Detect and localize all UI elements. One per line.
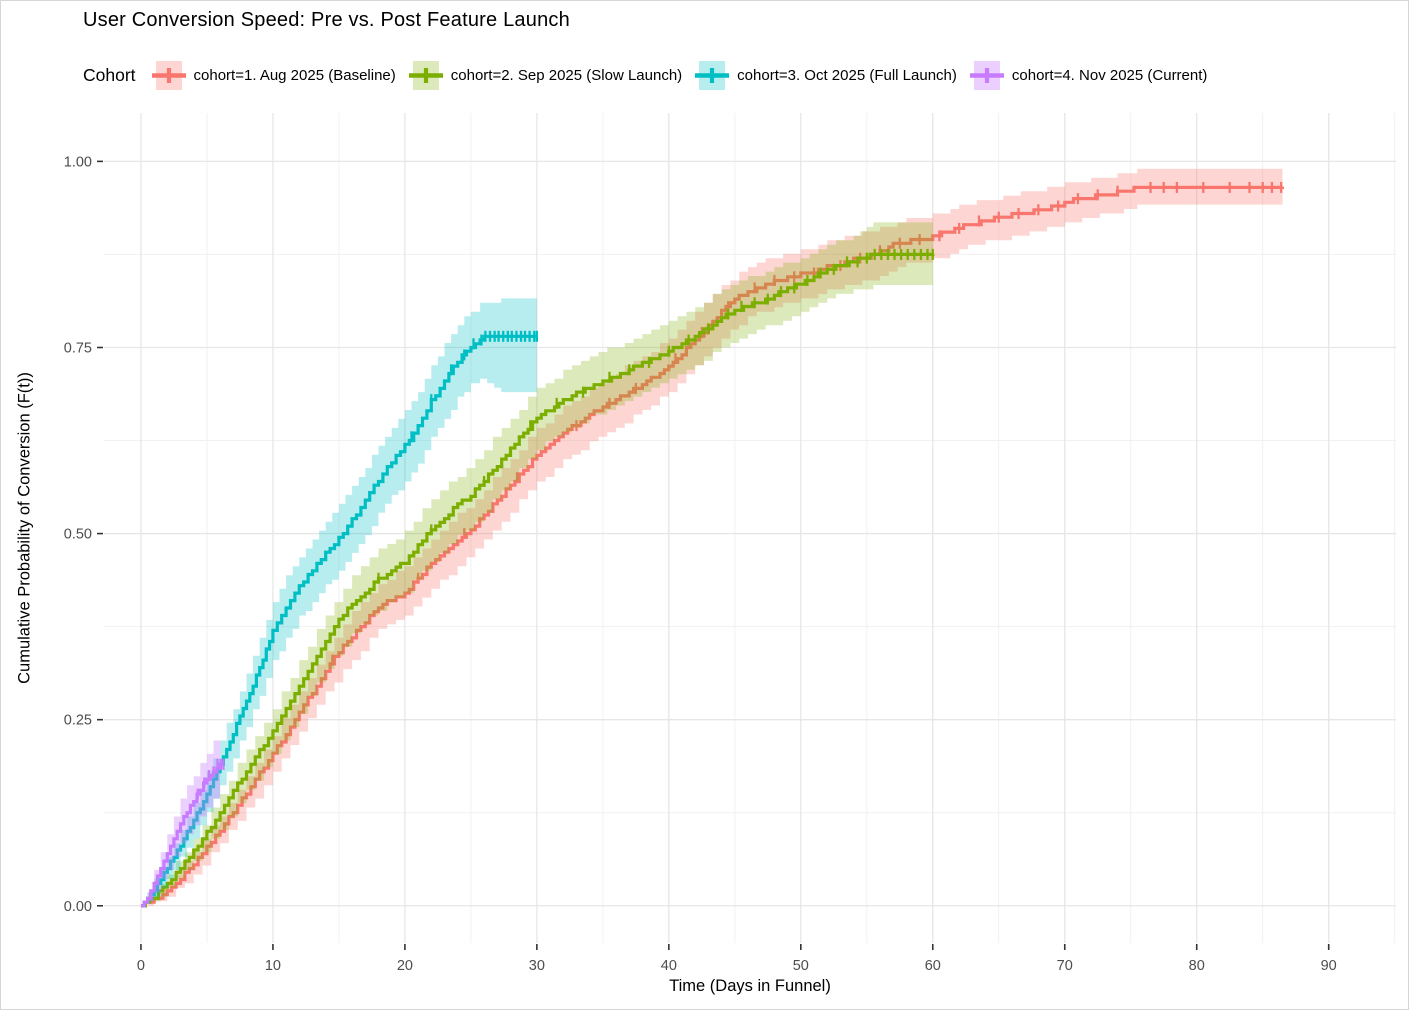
legend-title: Cohort: [83, 65, 136, 85]
y-axis-title: Cumulative Probability of Conversion (F(…: [15, 372, 34, 684]
legend-key-swatch-cohort-1: [151, 61, 186, 90]
x-tick-label: 50: [793, 958, 809, 974]
y-tick-label: 0.25: [64, 713, 92, 729]
y-tick-label: 0.00: [64, 899, 92, 915]
legend-item-label: cohort=4. Nov 2025 (Current): [1011, 67, 1208, 84]
y-tick-label: 1.00: [64, 154, 92, 170]
legend-item-label: cohort=2. Sep 2025 (Slow Launch): [450, 67, 683, 84]
survival-step-curve: [141, 334, 537, 908]
x-tick-label: 20: [397, 958, 413, 974]
x-axis-title: Time (Days in Funnel): [669, 977, 831, 995]
chart-title: User Conversion Speed: Pre vs. Post Feat…: [83, 9, 570, 31]
legend-item-cohort-4: cohort=4. Nov 2025 (Current): [969, 61, 1208, 90]
confidence-band: [141, 733, 221, 906]
legend: Cohort cohort=1. Aug 2025 (Baseline) coh…: [83, 60, 1207, 91]
legend-key-swatch-cohort-2: [408, 61, 443, 90]
x-tick-label: 80: [1189, 958, 1205, 974]
legend-item-cohort-3: cohort=3. Oct 2025 (Full Launch): [695, 61, 957, 90]
survival-step-curve: [141, 252, 935, 908]
x-tick-label: 60: [925, 958, 941, 974]
series-cohort-2: [141, 221, 935, 908]
series-cohort-1: [141, 168, 1285, 908]
legend-item-cohort-1: cohort=1. Aug 2025 (Baseline): [151, 61, 396, 90]
legend-key-swatch-cohort-3: [695, 61, 730, 90]
gridlines-major: [104, 113, 1396, 943]
legend-item-label: cohort=1. Aug 2025 (Baseline): [193, 67, 396, 84]
censor-ticks: [196, 758, 225, 800]
legend-item-cohort-2: cohort=2. Sep 2025 (Slow Launch): [408, 61, 683, 90]
y-tick-label: 0.75: [64, 340, 92, 356]
x-tick-label: 30: [529, 958, 545, 974]
y-tick-label: 0.50: [64, 527, 92, 543]
series-cohort-4: [141, 733, 225, 908]
y-axis-tick-labels: 0.00 0.25 0.50 0.75 1.00: [64, 154, 92, 914]
x-tick-label: 10: [265, 958, 281, 974]
survival-step-curve: [141, 185, 1285, 908]
x-tick-label: 40: [661, 958, 677, 974]
legend-item-label: cohort=3. Oct 2025 (Full Launch): [737, 67, 957, 84]
series-cohort-3: [141, 298, 539, 908]
x-axis-tick-labels: 0 10 20 30 40 50 60 70 80 90: [137, 958, 1337, 974]
survival-step-curve: [141, 762, 222, 908]
axis-tick-marks: [97, 160, 1330, 950]
confidence-band: [141, 168, 1283, 906]
x-tick-label: 70: [1057, 958, 1073, 974]
legend-key-swatch-cohort-4: [969, 61, 1004, 90]
gridlines-minor: [104, 113, 1396, 943]
censor-ticks: [410, 330, 539, 443]
x-tick-label: 90: [1321, 958, 1337, 974]
x-tick-label: 0: [137, 958, 145, 974]
censor-ticks: [377, 248, 934, 584]
